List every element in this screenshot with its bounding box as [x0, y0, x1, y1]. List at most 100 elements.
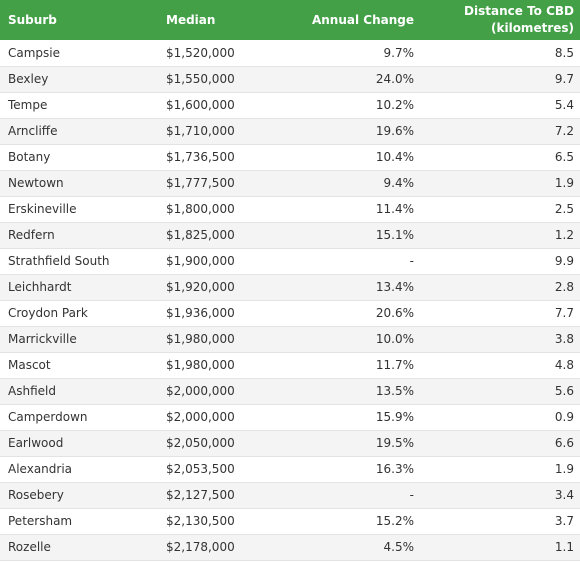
table-row: Newtown $1,777,500 9.4% 1.9: [0, 170, 580, 197]
cell-median: $1,550,000: [158, 66, 274, 93]
cell-annual-change: -: [274, 248, 420, 275]
cell-annual-change: 15.1%: [274, 222, 420, 249]
cell-distance-to-cbd: 3.4: [420, 482, 580, 509]
cell-suburb: Newtown: [0, 170, 158, 197]
header-distance-to-cbd[interactable]: Distance To CBD (kilometres): [420, 0, 580, 40]
table-row: Marrickville $1,980,000 10.0% 3.8: [0, 326, 580, 353]
cell-distance-to-cbd: 9.7: [420, 66, 580, 93]
cell-suburb: Mascot: [0, 352, 158, 379]
cell-median: $1,736,500: [158, 144, 274, 171]
cell-suburb: Earlwood: [0, 430, 158, 457]
cell-annual-change: 20.6%: [274, 300, 420, 327]
cell-annual-change: 19.5%: [274, 430, 420, 457]
cell-median: $1,900,000: [158, 248, 274, 275]
table-row: Bexley $1,550,000 24.0% 9.7: [0, 66, 580, 93]
cell-distance-to-cbd: 1.9: [420, 456, 580, 483]
cell-median: $1,825,000: [158, 222, 274, 249]
cell-suburb: Erskineville: [0, 196, 158, 223]
cell-annual-change: 19.6%: [274, 118, 420, 145]
table-body: Campsie $1,520,000 9.7% 8.5 Bexley $1,550,000…: [0, 40, 580, 561]
table-row: Botany $1,736,500 10.4% 6.5: [0, 144, 580, 171]
cell-annual-change: 16.3%: [274, 456, 420, 483]
cell-distance-to-cbd: 1.9: [420, 170, 580, 197]
cell-annual-change: 24.0%: [274, 66, 420, 93]
cell-distance-to-cbd: 8.5: [420, 40, 580, 67]
table-row: Campsie $1,520,000 9.7% 8.5: [0, 40, 580, 67]
cell-suburb: Ashfield: [0, 378, 158, 405]
cell-suburb: Rozelle: [0, 534, 158, 561]
header-annual-change[interactable]: Annual Change: [311, 12, 414, 27]
cell-median: $1,800,000: [158, 196, 274, 223]
cell-annual-change: 9.4%: [274, 170, 420, 197]
cell-distance-to-cbd: 3.7: [420, 508, 580, 535]
header-distance-line1: Distance To CBD: [464, 4, 574, 18]
table-row: Leichhardt $1,920,000 13.4% 2.8: [0, 274, 580, 301]
cell-median: $1,920,000: [158, 274, 274, 301]
cell-suburb: Petersham: [0, 508, 158, 535]
table-row: Arncliffe $1,710,000 19.6% 7.2: [0, 118, 580, 145]
cell-suburb: Camperdown: [0, 404, 158, 431]
cell-suburb: Arncliffe: [0, 118, 158, 145]
cell-suburb: Campsie: [0, 40, 158, 67]
cell-distance-to-cbd: 3.8: [420, 326, 580, 353]
cell-median: $1,600,000: [158, 92, 274, 119]
cell-distance-to-cbd: 2.5: [420, 196, 580, 223]
cell-distance-to-cbd: 6.6: [420, 430, 580, 457]
cell-median: $2,000,000: [158, 378, 274, 405]
header-suburb[interactable]: Suburb: [8, 12, 57, 27]
cell-suburb: Rosebery: [0, 482, 158, 509]
cell-annual-change: 9.7%: [274, 40, 420, 67]
cell-median: $1,777,500: [158, 170, 274, 197]
cell-median: $2,000,000: [158, 404, 274, 431]
table-row: Petersham $2,130,500 15.2% 3.7: [0, 508, 580, 535]
cell-suburb: Croydon Park: [0, 300, 158, 327]
table-row: Strathfield South $1,900,000-9.9: [0, 248, 580, 275]
cell-distance-to-cbd: 7.7: [420, 300, 580, 327]
table-row: Rosebery $2,127,500-3.4: [0, 482, 580, 509]
cell-annual-change: 13.5%: [274, 378, 420, 405]
cell-distance-to-cbd: 0.9: [420, 404, 580, 431]
header-row: Suburb Median Annual Change Distance To …: [0, 0, 580, 40]
cell-distance-to-cbd: 6.5: [420, 144, 580, 171]
cell-median: $1,520,000: [158, 40, 274, 67]
table-row: Tempe $1,600,000 10.2% 5.4: [0, 92, 580, 119]
cell-suburb: Strathfield South: [0, 248, 158, 275]
table-row: Alexandria $2,053,500 16.3% 1.9: [0, 456, 580, 483]
cell-annual-change: 10.2%: [274, 92, 420, 119]
cell-annual-change: 15.9%: [274, 404, 420, 431]
cell-distance-to-cbd: 1.2: [420, 222, 580, 249]
cell-median: $2,127,500: [158, 482, 274, 509]
cell-median: $1,710,000: [158, 118, 274, 145]
table-row: Camperdown $2,000,000 15.9% 0.9: [0, 404, 580, 431]
cell-median: $2,053,500: [158, 456, 274, 483]
cell-annual-change: 4.5%: [274, 534, 420, 561]
table-header: Suburb Median Annual Change Distance To …: [0, 0, 580, 40]
cell-suburb: Botany: [0, 144, 158, 171]
cell-distance-to-cbd: 9.9: [420, 248, 580, 275]
table-row: Mascot $1,980,000 11.7% 4.8: [0, 352, 580, 379]
cell-distance-to-cbd: 2.8: [420, 274, 580, 301]
cell-suburb: Leichhardt: [0, 274, 158, 301]
cell-annual-change: 15.2%: [274, 508, 420, 535]
cell-median: $2,130,500: [158, 508, 274, 535]
cell-suburb: Tempe: [0, 92, 158, 119]
cell-annual-change: 11.4%: [274, 196, 420, 223]
cell-distance-to-cbd: 5.4: [420, 92, 580, 119]
cell-distance-to-cbd: 7.2: [420, 118, 580, 145]
table-row: Earlwood $2,050,000 19.5% 6.6: [0, 430, 580, 457]
cell-median: $1,980,000: [158, 352, 274, 379]
table-row: Croydon Park $1,936,000 20.6% 7.7: [0, 300, 580, 327]
table-row: Ashfield $2,000,000 13.5% 5.6: [0, 378, 580, 405]
cell-distance-to-cbd: 1.1: [420, 534, 580, 561]
cell-annual-change: 10.4%: [274, 144, 420, 171]
cell-distance-to-cbd: 5.6: [420, 378, 580, 405]
table-row: Redfern $1,825,000 15.1% 1.2: [0, 222, 580, 249]
cell-annual-change: 11.7%: [274, 352, 420, 379]
cell-annual-change: 13.4%: [274, 274, 420, 301]
header-median[interactable]: Median: [166, 12, 216, 27]
cell-suburb: Redfern: [0, 222, 158, 249]
cell-suburb: Alexandria: [0, 456, 158, 483]
header-distance-line2: (kilometres): [491, 21, 574, 35]
cell-annual-change: 10.0%: [274, 326, 420, 353]
